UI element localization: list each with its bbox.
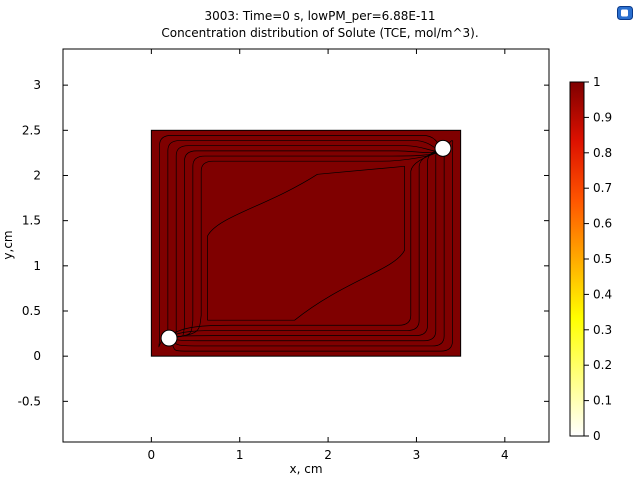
- colorbar-tick-label: 0.9: [593, 110, 612, 124]
- y-tick-label: 3: [33, 78, 41, 92]
- colorbar-tick-label: 0.8: [593, 146, 612, 160]
- colorbar-tick-label: 0.4: [593, 287, 612, 301]
- streamline: [168, 148, 444, 339]
- colorbar-tick-label: 0.2: [593, 358, 612, 372]
- colorbar-tick-label: 0.6: [593, 217, 612, 231]
- colorbar-tick-label: 0.5: [593, 252, 612, 266]
- y-tick-label: 2: [33, 168, 41, 182]
- colorbar-tick-label: 1: [593, 75, 601, 89]
- streamline: [168, 140, 454, 352]
- y-axis-label: y,cm: [1, 230, 15, 259]
- colorbar-tick-label: 0.3: [593, 323, 612, 337]
- extraction-well: [434, 139, 452, 157]
- x-tick-label: 4: [501, 448, 509, 462]
- chart-subtitle: Concentration distribution of Solute (TC…: [161, 26, 479, 40]
- streamline: [168, 148, 444, 339]
- streamline: [168, 148, 444, 339]
- chart-title: 3003: Time=0 s, lowPM_per=6.88E-11: [204, 9, 436, 23]
- y-tick-label: 1.5: [22, 214, 41, 228]
- colorbar-tick-label: 0: [593, 429, 601, 443]
- x-tick-label: 2: [324, 448, 332, 462]
- y-tick-label: -0.5: [18, 394, 41, 408]
- comsol-logo-icon: [617, 6, 633, 20]
- x-tick-label: 0: [148, 448, 156, 462]
- y-tick-label: 0.5: [22, 304, 41, 318]
- injection-well: [160, 329, 178, 347]
- streamline: [168, 148, 444, 339]
- x-tick-label: 3: [413, 448, 421, 462]
- streamline: [207, 165, 405, 321]
- solution-domain: [150, 129, 462, 357]
- y-tick-label: 1: [33, 259, 41, 273]
- colorbar-tick-label: 0.7: [593, 181, 612, 195]
- y-tick-label: 2.5: [22, 123, 41, 137]
- colorbar-tick-label: 0.1: [593, 394, 612, 408]
- x-tick-label: 1: [236, 448, 244, 462]
- x-axis-label: x, cm: [289, 462, 322, 476]
- y-tick-label: 0: [33, 349, 41, 363]
- streamline: [207, 166, 405, 321]
- colorbar: [569, 81, 585, 437]
